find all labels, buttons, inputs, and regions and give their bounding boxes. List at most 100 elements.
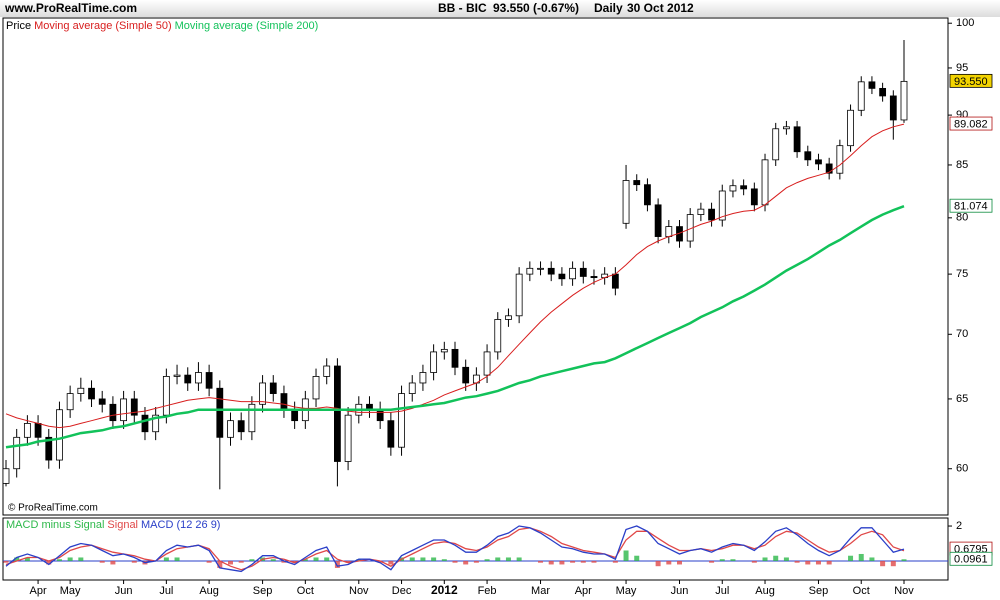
histogram-bar [313, 557, 319, 561]
moving-average [5, 123, 905, 429]
histogram-bar [762, 557, 768, 561]
histogram-bar [751, 560, 757, 563]
histogram-bar [473, 560, 479, 563]
legend-entry: Signal [107, 519, 138, 531]
candle-body [344, 414, 352, 462]
x-tick-label: Aug [755, 585, 775, 597]
candle-body [291, 409, 299, 422]
candle-body [729, 185, 737, 192]
candle-body [23, 423, 31, 438]
histogram-bar [677, 560, 682, 565]
histogram-bar [3, 560, 9, 563]
y-tick-label: 2 [956, 520, 962, 532]
candle-body [825, 163, 833, 174]
histogram-bar [270, 559, 276, 561]
histogram-bar [858, 553, 864, 561]
candle-body [611, 273, 619, 289]
candle-body [718, 190, 726, 221]
candle-body [259, 382, 266, 405]
date: 30 Oct 2012 [627, 1, 694, 15]
candle-body [558, 273, 566, 280]
candle-body [654, 204, 662, 237]
price-tag-box [949, 116, 993, 131]
histogram-bar [163, 557, 169, 561]
histogram-bar [730, 559, 736, 561]
candle-body [697, 208, 705, 215]
histogram-bar [302, 559, 308, 561]
x-tick-label: Dec [392, 585, 412, 597]
candle-body [622, 180, 630, 224]
histogram-bar [249, 559, 255, 561]
histogram-bar [538, 560, 544, 563]
candle-body [537, 267, 544, 270]
x-tick-label: Apr [30, 585, 47, 597]
candle-body [141, 414, 149, 433]
histogram-bar [634, 555, 640, 561]
histogram-bar [217, 560, 223, 568]
histogram-bar [783, 557, 789, 561]
candle-body [280, 393, 288, 411]
legend-entry: MACD minus Signal [6, 519, 104, 531]
period: Daily [594, 1, 623, 15]
y-tick-label: 70 [956, 328, 968, 340]
histogram-bar [548, 560, 554, 565]
legend: Price Moving average (Simple 50) Moving av… [6, 20, 318, 32]
y-tick-label: 65 [956, 393, 968, 405]
legend-label: Price [6, 20, 31, 32]
histogram-bar [334, 560, 340, 568]
candle-body [440, 348, 448, 353]
candle-body [750, 188, 758, 206]
candle-body [387, 420, 395, 448]
y-tick-label: 60 [956, 463, 968, 475]
histogram-bar [815, 560, 821, 565]
histogram-bar [420, 557, 426, 561]
price-tag-label: 89.082 [954, 118, 988, 130]
candle-body [430, 351, 438, 373]
histogram-bar [238, 560, 244, 563]
candle-body [269, 382, 277, 394]
histogram-bar [826, 560, 832, 565]
legend-entry: MACD (12 26 9) [141, 519, 220, 531]
candle-body [109, 403, 117, 422]
histogram-bar [805, 560, 811, 565]
price-tag-label: 0.0961 [954, 554, 988, 566]
candle-body [408, 382, 416, 394]
candle-body [13, 436, 21, 470]
histogram-bar [78, 557, 84, 561]
histogram-bar [570, 560, 576, 563]
histogram-bar [228, 560, 233, 565]
watermark: © ProRealTime.com [8, 503, 98, 514]
candle-body [836, 145, 844, 174]
candle-body [216, 387, 224, 438]
candle-body [152, 414, 160, 433]
histogram-bar [559, 560, 565, 565]
candle-body [56, 409, 63, 461]
y-tick-label: 95 [956, 62, 968, 74]
histogram-bar [880, 560, 886, 567]
candle-body [569, 267, 576, 280]
histogram-bar [174, 557, 180, 561]
histogram-bar [356, 559, 362, 561]
x-tick-label: Feb [478, 585, 497, 597]
histogram-bar [67, 557, 73, 561]
price-tag-box [949, 551, 993, 566]
histogram-bar [623, 550, 629, 561]
candle-body [45, 436, 53, 461]
candle-body [900, 80, 908, 121]
candle-body [772, 128, 780, 161]
candle-body [547, 267, 555, 275]
histogram-bar [516, 557, 522, 561]
price-tag-box [949, 73, 993, 88]
y-tick-label: 100 [956, 17, 974, 29]
candle-body [462, 366, 470, 384]
candle-body [515, 273, 523, 317]
candle-body [376, 409, 384, 422]
histogram-bar [655, 560, 661, 567]
candle-body [889, 95, 897, 121]
candle-body [644, 184, 651, 206]
histogram-bar [388, 560, 394, 565]
histogram-bar [345, 560, 351, 563]
candle-body [815, 159, 822, 165]
candle-body [633, 180, 641, 186]
